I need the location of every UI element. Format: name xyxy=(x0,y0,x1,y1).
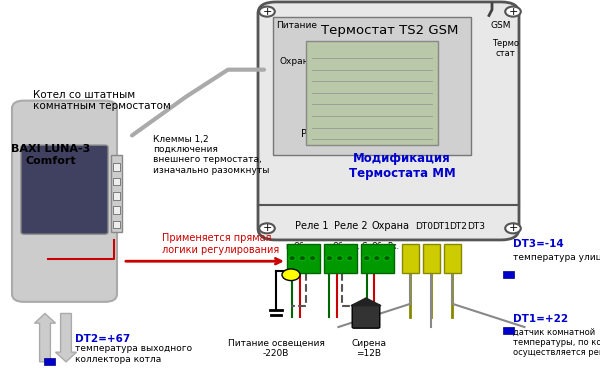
Circle shape xyxy=(328,257,331,259)
Circle shape xyxy=(373,256,380,260)
Bar xyxy=(361,244,394,273)
Circle shape xyxy=(289,256,296,260)
Bar xyxy=(306,41,438,145)
Circle shape xyxy=(259,223,275,233)
FancyBboxPatch shape xyxy=(21,145,108,234)
Bar xyxy=(113,178,120,185)
Bar xyxy=(111,155,122,232)
Circle shape xyxy=(259,7,275,17)
Text: Клеммы 1,2
подключения
внешнего термостата,
изначально разомкнуты: Клеммы 1,2 подключения внешнего термоста… xyxy=(153,135,269,175)
Text: Котел со штатным
комнатным термостатом: Котел со штатным комнатным термостатом xyxy=(33,90,171,111)
Text: DT1=+22: DT1=+22 xyxy=(513,314,568,324)
Bar xyxy=(113,163,120,171)
FancyBboxPatch shape xyxy=(12,101,117,302)
Text: Питание: Питание xyxy=(277,21,317,30)
Text: н.р.: н.р. xyxy=(286,242,300,251)
Text: н.з.: н.з. xyxy=(346,242,360,251)
Bar xyxy=(113,221,120,228)
Bar xyxy=(444,244,461,273)
Text: Термостат TS2 GSM: Термостат TS2 GSM xyxy=(322,24,458,38)
Text: BAXI LUNA-3
Comfort: BAXI LUNA-3 Comfort xyxy=(11,144,91,166)
Circle shape xyxy=(282,269,300,281)
Text: DT3: DT3 xyxy=(467,222,485,231)
Text: DT2: DT2 xyxy=(449,222,467,231)
Text: DT2=+67: DT2=+67 xyxy=(75,334,130,344)
Circle shape xyxy=(299,256,306,260)
Text: +: + xyxy=(508,7,518,17)
Bar xyxy=(503,327,514,334)
Text: датчик комнатной
температуры, по которому
осуществляется регулирование: датчик комнатной температуры, по котором… xyxy=(513,327,600,358)
Text: +: + xyxy=(508,223,518,233)
Circle shape xyxy=(385,257,389,259)
Text: Общ.: Общ. xyxy=(372,242,392,251)
Text: Охрана: Охрана xyxy=(371,221,409,231)
Bar xyxy=(423,244,440,273)
Text: +: + xyxy=(262,7,272,17)
Text: Реле 1: Реле 1 xyxy=(301,128,335,139)
Text: DT1: DT1 xyxy=(432,222,450,231)
Bar xyxy=(287,244,320,273)
Circle shape xyxy=(365,257,368,259)
FancyBboxPatch shape xyxy=(258,2,519,240)
Text: Сир.: Сир. xyxy=(362,242,380,251)
Text: Общ.: Общ. xyxy=(294,242,314,251)
Text: Общ.: Общ. xyxy=(333,242,353,251)
Text: н.р.: н.р. xyxy=(325,242,339,251)
Circle shape xyxy=(348,257,352,259)
Text: Модификация
Термостата ММ: Модификация Термостата ММ xyxy=(349,152,455,180)
Text: GSM: GSM xyxy=(491,21,511,30)
Circle shape xyxy=(309,256,316,260)
Bar xyxy=(324,244,357,273)
Text: Сирена
=12В: Сирена =12В xyxy=(352,339,386,358)
FancyArrow shape xyxy=(56,313,77,362)
Circle shape xyxy=(363,256,370,260)
Circle shape xyxy=(301,257,304,259)
Text: температура выходного
коллектора котла: температура выходного коллектора котла xyxy=(75,344,192,364)
Bar xyxy=(113,206,120,214)
Text: Реле 2: Реле 2 xyxy=(334,221,368,231)
Text: Охрана: Охрана xyxy=(280,57,314,67)
Text: температура улицы: температура улицы xyxy=(513,253,600,262)
Text: Термо
стат: Термо стат xyxy=(492,39,519,58)
Text: DT3=-14: DT3=-14 xyxy=(513,239,564,249)
Text: DT0: DT0 xyxy=(415,222,433,231)
Circle shape xyxy=(336,256,343,260)
Circle shape xyxy=(326,256,333,260)
Bar xyxy=(113,192,120,200)
Circle shape xyxy=(290,257,294,259)
Circle shape xyxy=(505,7,521,17)
FancyArrow shape xyxy=(35,313,56,362)
Polygon shape xyxy=(351,298,381,306)
Text: +: + xyxy=(262,223,272,233)
Circle shape xyxy=(338,257,341,259)
Text: Питание освещения
-220В: Питание освещения -220В xyxy=(227,339,325,358)
Bar xyxy=(44,358,55,365)
Text: Вх.: Вх. xyxy=(388,242,400,251)
Bar xyxy=(402,244,419,273)
Circle shape xyxy=(505,223,521,233)
Circle shape xyxy=(346,256,353,260)
FancyBboxPatch shape xyxy=(352,305,380,328)
Circle shape xyxy=(375,257,379,259)
Text: Реле 2: Реле 2 xyxy=(343,128,377,139)
Text: н.з.: н.з. xyxy=(307,242,321,251)
Bar xyxy=(503,271,514,278)
Bar xyxy=(273,17,471,155)
Text: Применяется прямая
логики регулирования: Применяется прямая логики регулирования xyxy=(162,233,279,255)
Text: Реле 1: Реле 1 xyxy=(295,221,329,231)
Circle shape xyxy=(383,256,391,260)
Circle shape xyxy=(311,257,314,259)
